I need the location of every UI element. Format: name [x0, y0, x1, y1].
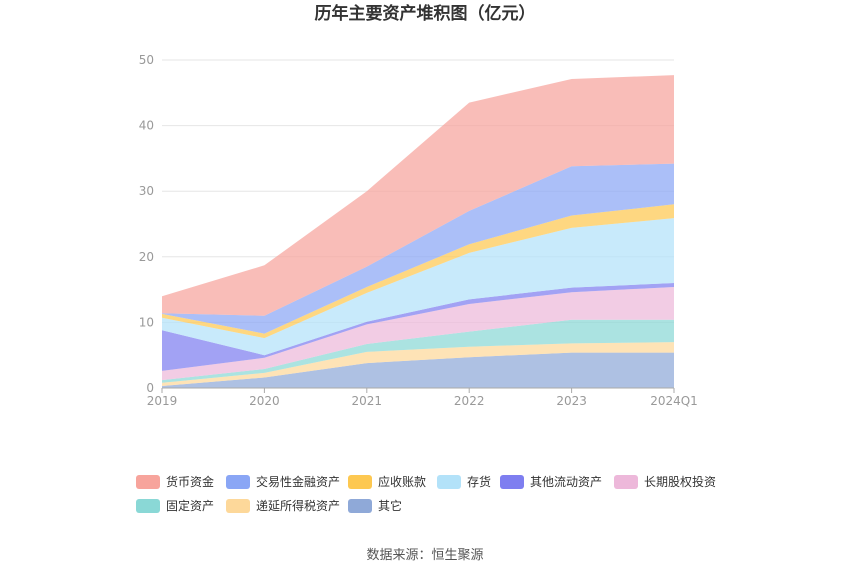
x-tick-label: 2024Q1	[650, 394, 698, 408]
legend-item[interactable]: 递延所得税资产	[226, 498, 340, 513]
y-tick-label: 40	[139, 119, 154, 133]
axes: 0 10 20 30 40 50 2019 2020 2021 2022 2023 2024Q1	[139, 53, 698, 408]
area-series-6[interactable]	[162, 204, 674, 339]
area-series-4[interactable]	[162, 283, 674, 371]
legend-swatch	[348, 475, 372, 489]
legend-label: 存货	[467, 474, 491, 489]
legend-label: 固定资产	[166, 498, 214, 513]
legend-swatch	[226, 499, 250, 513]
legend-label: 长期股权投资	[644, 474, 716, 489]
chart-title: 历年主要资产堆积图（亿元）	[315, 3, 536, 24]
legend-swatch	[500, 475, 524, 489]
legend-swatch	[136, 499, 160, 513]
legend-swatch	[348, 499, 372, 513]
legend-item[interactable]: 其它	[348, 498, 402, 513]
area-series-5[interactable]	[162, 218, 674, 356]
legend-item[interactable]: 其他流动资产	[500, 475, 602, 489]
y-tick-label: 0	[146, 381, 154, 395]
legend-item[interactable]: 交易性金融资产	[226, 474, 340, 489]
y-tick-label: 30	[139, 184, 154, 198]
legend-swatch	[136, 475, 160, 489]
y-tick-label: 50	[139, 53, 154, 67]
x-tick-label: 2019	[147, 394, 178, 408]
legend-swatch	[614, 475, 638, 489]
x-tick-label: 2021	[352, 394, 383, 408]
area-series-2[interactable]	[162, 319, 674, 383]
legend-label: 交易性金融资产	[256, 474, 340, 489]
area-series-3[interactable]	[162, 287, 674, 381]
legend-label: 货币资金	[166, 474, 214, 489]
legend-item[interactable]: 货币资金	[136, 474, 214, 489]
x-tick-label: 2023	[556, 394, 587, 408]
legend-swatch	[437, 475, 461, 489]
legend-label: 应收账款	[378, 474, 426, 489]
legend-label: 其他流动资产	[530, 475, 602, 489]
areas	[162, 75, 674, 388]
source-label: 数据来源：恒生聚源	[366, 548, 483, 563]
x-tick-label: 2020	[249, 394, 280, 408]
area-series-8[interactable]	[162, 75, 674, 316]
legend-label: 递延所得税资产	[256, 498, 340, 513]
legend-item[interactable]: 固定资产	[136, 498, 214, 513]
area-series-0[interactable]	[162, 352, 674, 388]
legend-item[interactable]: 长期股权投资	[614, 474, 716, 489]
legend-label: 其它	[378, 498, 402, 513]
x-tick-label: 2022	[454, 394, 485, 408]
legend-swatch	[226, 475, 250, 489]
legend-item[interactable]: 存货	[437, 474, 491, 489]
y-tick-label: 20	[139, 250, 154, 264]
legend-item[interactable]: 应收账款	[348, 474, 426, 489]
area-series-7[interactable]	[162, 163, 674, 334]
y-tick-label: 10	[139, 315, 154, 329]
area-series-1[interactable]	[162, 342, 674, 386]
